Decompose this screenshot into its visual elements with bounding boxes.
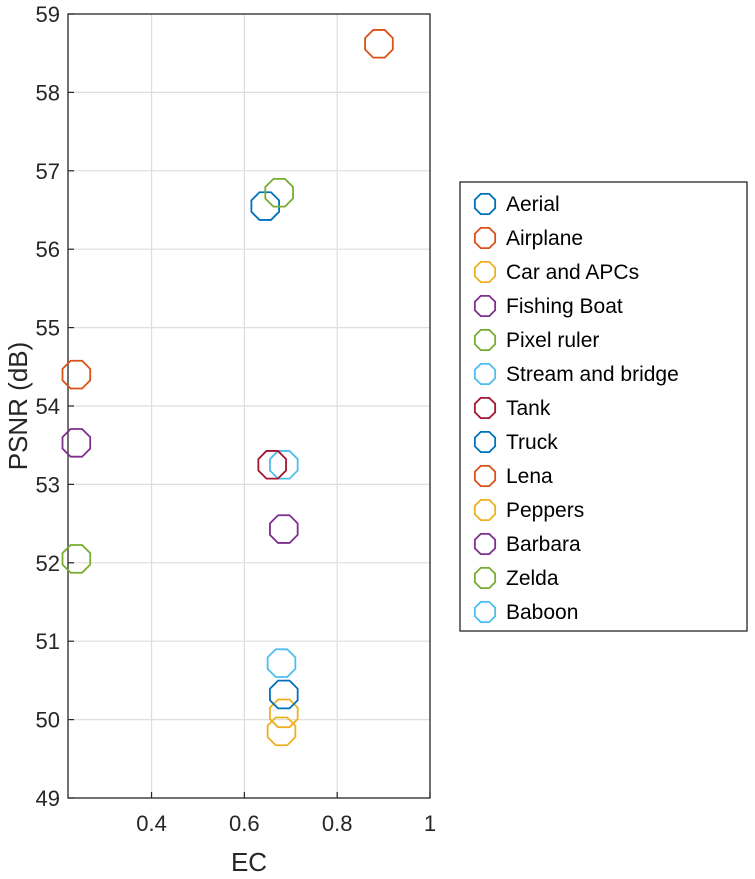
- legend-label: Baboon: [506, 601, 578, 624]
- data-point-zelda: [61, 544, 92, 574]
- data-point-fishing-boat: [269, 514, 299, 544]
- legend-label: Pixel ruler: [506, 329, 599, 352]
- legend-marker: [473, 396, 497, 420]
- legend-marker: [473, 192, 497, 216]
- legend-label: Fishing Boat: [506, 295, 623, 318]
- legend: Aerial Airplane Car and APCs Fishing Boat Pi…: [459, 181, 748, 632]
- data-point-lena: [61, 359, 92, 390]
- data-point-tank: [257, 450, 287, 480]
- y-tick-label: 50: [36, 708, 60, 733]
- y-axis-label: PSNR (dB): [3, 342, 33, 471]
- legend-label: Tank: [506, 397, 551, 420]
- legend-items: Aerial Airplane Car and APCs Fishing Boat Pi…: [473, 192, 679, 624]
- legend-label: Zelda: [506, 567, 559, 590]
- data-point-airplane: [364, 29, 394, 59]
- y-tick-label: 49: [36, 786, 60, 811]
- legend-marker: [473, 362, 497, 386]
- legend-marker: [473, 260, 497, 284]
- legend-label: Aerial: [506, 193, 560, 216]
- legend-label: Peppers: [506, 499, 584, 522]
- legend-box: [459, 181, 748, 632]
- y-tick-label: 58: [36, 80, 60, 105]
- y-tick-label: 59: [36, 2, 60, 27]
- x-tick-label: 1: [424, 811, 436, 836]
- data-point-baboon: [266, 648, 297, 678]
- data-point-pixel-ruler: [264, 177, 294, 208]
- legend-marker: [473, 566, 497, 590]
- y-tick-label: 52: [36, 551, 60, 576]
- x-axis-label: EC: [231, 847, 267, 877]
- y-tick-label: 53: [36, 472, 60, 497]
- legend-marker: [473, 226, 497, 250]
- legend-label: Stream and bridge: [506, 363, 679, 386]
- y-tick-label: 56: [36, 237, 60, 262]
- legend-marker: [473, 294, 497, 318]
- legend-label: Truck: [506, 431, 558, 454]
- legend-label: Lena: [506, 465, 553, 488]
- legend-marker: [473, 430, 497, 454]
- x-tick-label: 0.8: [322, 811, 353, 836]
- legend-marker: [473, 498, 497, 522]
- legend-marker: [473, 328, 497, 352]
- legend-marker: [473, 532, 497, 556]
- axis-ticks: 0.4 0.6 0.8 1 49 50 51 52 53 54 55 56 57 58 59: [36, 2, 437, 836]
- y-tick-label: 51: [36, 629, 60, 654]
- legend-marker: [473, 464, 497, 488]
- x-tick-label: 0.4: [136, 811, 167, 836]
- y-tick-label: 57: [36, 159, 60, 184]
- legend-label: Barbara: [506, 533, 581, 556]
- data-point-car-and-apcs: [269, 698, 299, 729]
- x-tick-label: 0.6: [229, 811, 260, 836]
- data-point-barbara: [61, 428, 92, 458]
- legend-label: Airplane: [506, 227, 583, 250]
- data-point-truck: [269, 679, 299, 710]
- data-point-aerial: [250, 191, 281, 221]
- y-tick-label: 55: [36, 316, 60, 341]
- y-tick-label: 54: [36, 394, 60, 419]
- grid-lines: [68, 14, 430, 798]
- data-points: [61, 29, 394, 747]
- data-point-peppers: [266, 716, 297, 747]
- data-point-stream-and-bridge: [269, 450, 299, 480]
- legend-marker: [473, 600, 497, 624]
- legend-label: Car and APCs: [506, 261, 639, 284]
